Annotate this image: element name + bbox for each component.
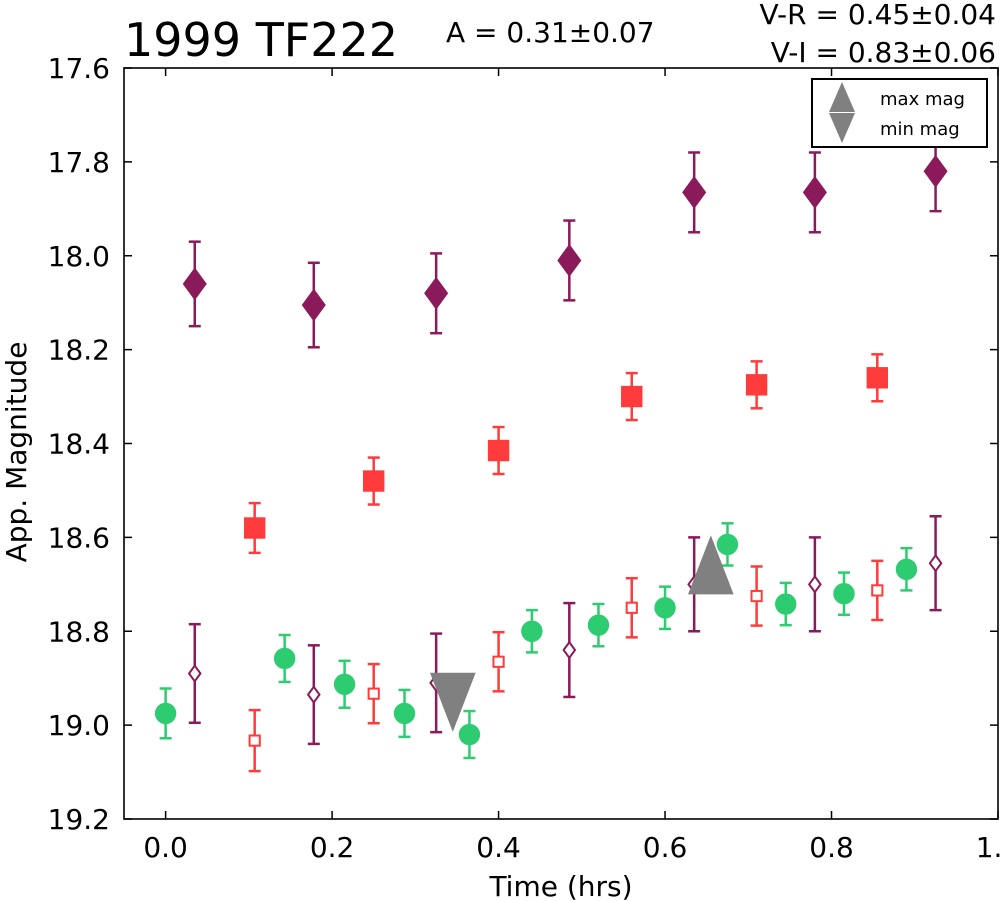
data-point-square xyxy=(363,470,385,492)
data-point-diamond xyxy=(562,640,577,660)
x-tick-label: 0.6 xyxy=(643,831,688,864)
y-tick-label: 17.8 xyxy=(48,146,110,179)
y-tick-label: 18.4 xyxy=(48,428,110,461)
data-point-diamond xyxy=(928,553,943,573)
data-point-circle xyxy=(716,533,739,556)
series-4 xyxy=(248,559,884,773)
data-point-square xyxy=(750,589,763,603)
data-point-circle xyxy=(521,620,543,642)
data-point-square xyxy=(248,734,261,747)
y-tick-label: 19.2 xyxy=(48,803,110,836)
data-point-square xyxy=(243,517,266,539)
y-tick-label: 17.6 xyxy=(48,52,110,85)
data-point-square xyxy=(621,385,643,408)
legend-label-min: min mag xyxy=(880,119,960,140)
x-tick-label: 0.2 xyxy=(310,831,355,864)
data-point-circle xyxy=(587,614,610,636)
data-point-circle xyxy=(654,597,676,619)
data-point-diamond xyxy=(923,154,948,188)
y-tick-label: 18.2 xyxy=(48,334,110,367)
data-point-square xyxy=(866,367,889,389)
x-tick-label: 0.8 xyxy=(809,831,854,864)
data-point-square xyxy=(871,584,884,597)
series-0 xyxy=(182,130,948,349)
data-layer xyxy=(154,130,948,773)
data-point-diamond xyxy=(424,276,449,310)
x-tick-label: 0.0 xyxy=(143,831,188,864)
data-point-diamond xyxy=(557,243,582,277)
amplitude-annotation: A = 0.31±0.07 xyxy=(446,16,655,49)
legend-triangle-down-icon xyxy=(829,113,855,143)
data-point-square xyxy=(625,601,638,614)
vi-color-annotation: V-I = 0.83±0.06 xyxy=(771,36,996,69)
data-point-circle xyxy=(273,647,296,670)
vr-color-annotation: V-R = 0.45±0.04 xyxy=(760,0,996,31)
data-point-diamond xyxy=(802,175,827,209)
data-point-circle xyxy=(333,673,356,695)
data-point-square xyxy=(492,655,505,668)
series-1 xyxy=(243,353,889,555)
series-2 xyxy=(154,522,918,760)
y-tick-label: 18.0 xyxy=(48,240,110,273)
series-6 xyxy=(429,672,476,732)
data-point-circle xyxy=(458,723,481,746)
data-point-diamond xyxy=(306,685,321,705)
data-point-diamond xyxy=(182,267,207,301)
data-point-circle xyxy=(895,558,918,580)
data-point-circle xyxy=(154,702,177,725)
y-axis-label: App. Magnitude xyxy=(0,342,33,563)
data-point-circle xyxy=(833,583,855,605)
legend: max mag min mag xyxy=(811,78,988,148)
data-point-circle xyxy=(775,593,797,615)
y-tick-label: 18.6 xyxy=(48,521,110,554)
data-point-circle xyxy=(393,702,416,725)
y-tick-label: 18.8 xyxy=(48,615,110,648)
data-point-diamond xyxy=(682,175,707,209)
y-tick-label: 19.0 xyxy=(48,709,110,742)
data-point-diamond xyxy=(187,663,202,683)
data-point-diamond xyxy=(807,574,822,594)
data-point-square xyxy=(487,439,510,462)
legend-triangle-up-icon xyxy=(829,82,855,112)
data-point-square xyxy=(367,687,380,700)
tick-layer: 0.0 0.2 0.4 0.6 0.8 1.0 17.6 17.8 18.0 18.2 18.4 18… xyxy=(48,52,1000,864)
data-point-diamond xyxy=(301,288,326,322)
x-tick-label: 0.4 xyxy=(476,831,521,864)
data-point-square xyxy=(745,374,768,396)
max-mag-marker xyxy=(687,535,734,595)
chart-title: 1999 TF222 xyxy=(124,13,398,67)
min-mag-marker xyxy=(429,672,476,732)
x-axis-label: Time (hrs) xyxy=(488,870,632,901)
x-tick-label: 1.0 xyxy=(976,831,1000,864)
legend-label-max: max mag xyxy=(880,89,965,110)
series-5 xyxy=(687,535,734,595)
